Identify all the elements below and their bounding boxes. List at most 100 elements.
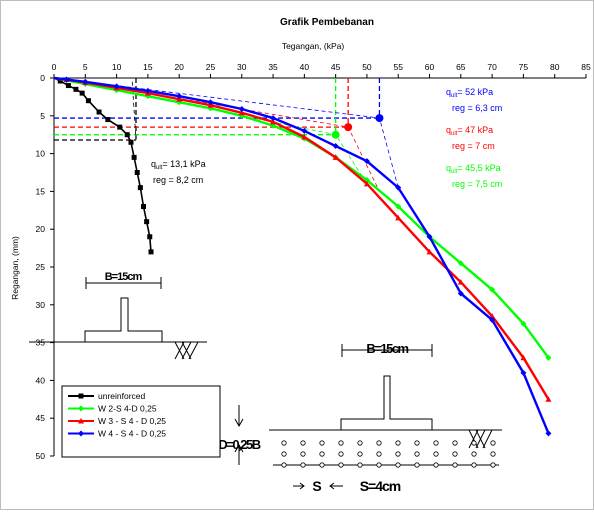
geogrid-node xyxy=(471,440,477,446)
q-ult-label: qult= 47 kPa xyxy=(446,125,493,137)
data-point xyxy=(520,369,527,376)
y-tick-label: 0 xyxy=(40,73,45,83)
q-ult-label: qult= 52 kPa xyxy=(446,87,493,99)
data-point xyxy=(363,158,370,165)
geogrid-node xyxy=(376,440,382,446)
data-point xyxy=(545,430,552,437)
y-tick-label: 10 xyxy=(36,149,46,159)
geogrid-node xyxy=(319,451,325,457)
data-point xyxy=(457,279,464,285)
y-tick-label: 35 xyxy=(36,338,46,348)
data-point xyxy=(395,184,402,191)
geogrid-node xyxy=(281,440,287,446)
geogrid-node xyxy=(471,451,477,457)
series-0 xyxy=(53,77,154,255)
y-tick-label: 20 xyxy=(36,224,46,234)
geogrid-node xyxy=(281,462,287,468)
data-point xyxy=(147,234,153,240)
series-line xyxy=(53,76,550,434)
data-point xyxy=(363,180,370,187)
footing-width-large: B=15cm xyxy=(366,341,408,356)
series-group xyxy=(53,76,552,437)
data-point xyxy=(131,154,137,160)
geogrid-node xyxy=(281,451,287,457)
geogrid-node xyxy=(376,462,382,468)
reg-label: reg = 7,5 cm xyxy=(452,179,502,189)
geogrid-node xyxy=(395,451,401,457)
x-tick-label: 40 xyxy=(300,62,310,72)
y-axis-label: Regangan, (mm) xyxy=(10,236,20,300)
data-point xyxy=(426,233,433,240)
data-point xyxy=(85,98,91,104)
data-point xyxy=(73,86,79,92)
y-tick-label: 30 xyxy=(36,300,46,310)
data-point xyxy=(144,219,150,225)
data-point xyxy=(128,139,134,145)
geogrid-node xyxy=(338,451,344,457)
legend-label: W 4 - S 4 - D 0,25 xyxy=(98,429,166,439)
q-ult-label: qult= 45,5 kPa xyxy=(446,163,501,175)
geogrid-node xyxy=(395,440,401,446)
x-tick-label: 35 xyxy=(268,62,278,72)
data-point xyxy=(238,109,245,116)
spacing-value: S=4cm xyxy=(360,478,401,494)
data-point xyxy=(395,214,402,221)
geogrid-node xyxy=(414,451,420,457)
embedment-depth-label: D=0,25B xyxy=(218,437,260,452)
geogrid-node xyxy=(338,462,344,468)
x-tick-label: 15 xyxy=(143,62,153,72)
y-tick-label: 15 xyxy=(36,186,46,196)
data-point xyxy=(457,260,464,267)
data-point xyxy=(65,83,71,89)
geogrid-node xyxy=(376,451,382,457)
legend-label: unreinforced xyxy=(98,391,146,401)
geogrid-node xyxy=(452,462,458,468)
data-point xyxy=(545,396,552,402)
x-tick-label: 0 xyxy=(52,62,57,72)
data-point xyxy=(270,118,277,125)
data-point xyxy=(82,78,89,85)
x-tick-label: 85 xyxy=(581,62,591,72)
data-point xyxy=(63,76,70,83)
reg-label: reg = 7 cm xyxy=(452,141,495,151)
ultimate-point xyxy=(331,130,340,139)
y-tick-label: 45 xyxy=(36,413,46,423)
geogrid-node xyxy=(319,462,325,468)
data-point xyxy=(520,354,527,361)
x-tick-label: 55 xyxy=(394,62,404,72)
data-point xyxy=(489,286,496,293)
data-point xyxy=(113,83,120,90)
y-tick-label: 25 xyxy=(36,262,46,272)
x-tick-label: 20 xyxy=(174,62,184,72)
geogrid-node xyxy=(338,440,344,446)
geogrid-node xyxy=(357,440,363,446)
data-point xyxy=(545,354,552,361)
reg-label: reg = 8,2 cm xyxy=(153,175,203,185)
reg-label: reg = 6,3 cm xyxy=(452,103,502,113)
geogrid-node xyxy=(452,440,458,446)
data-point xyxy=(457,290,464,297)
data-point xyxy=(238,105,245,112)
ultimate-point xyxy=(344,123,353,132)
geogrid-node xyxy=(433,451,439,457)
data-point xyxy=(270,115,277,122)
geogrid-node xyxy=(490,440,496,446)
ultimate-guides xyxy=(54,78,399,192)
geogrid-node xyxy=(357,451,363,457)
geogrid-node xyxy=(490,462,496,468)
geogrid-node xyxy=(300,462,306,468)
geogrid-node xyxy=(414,440,420,446)
y-tick-label: 40 xyxy=(36,375,46,385)
x-tick-label: 75 xyxy=(519,62,529,72)
geogrid-node xyxy=(395,462,401,468)
data-point xyxy=(489,316,496,323)
axes: 0 5 10 15 20 25 30 35 40 45 50 55 60 65 70 75 80 85 0 5 10 15… xyxy=(36,62,591,461)
footing-diagram-small xyxy=(29,277,207,360)
data-point xyxy=(144,87,151,94)
data-point xyxy=(148,249,154,255)
data-point xyxy=(332,143,339,150)
x-tick-label: 50 xyxy=(362,62,372,72)
data-point xyxy=(332,154,339,160)
